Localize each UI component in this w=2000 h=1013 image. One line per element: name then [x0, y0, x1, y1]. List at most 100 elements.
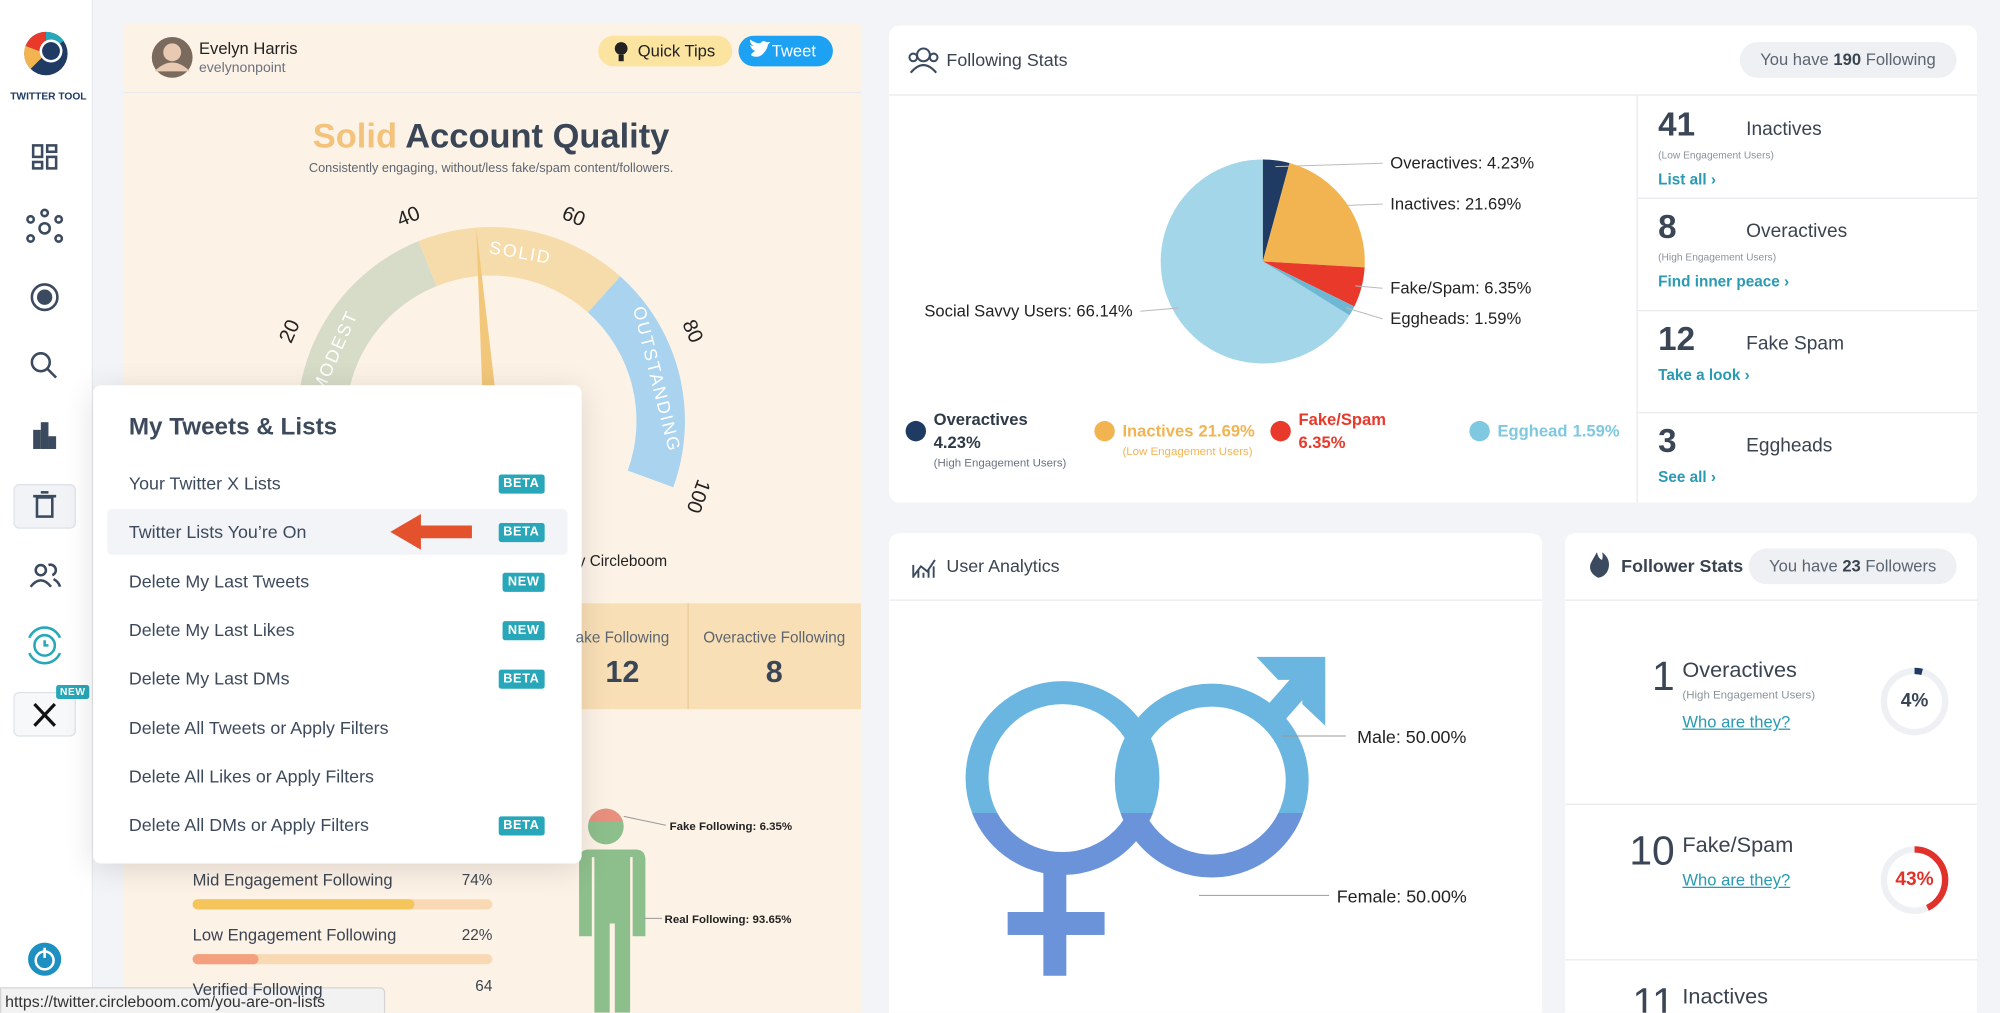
- legend-entry: Inactives 21.69%: [1122, 421, 1254, 441]
- follower-label: Fake/Spam: [1682, 832, 1794, 857]
- menu-item[interactable]: Delete All Likes or Apply Filters: [107, 754, 567, 800]
- count-suffix: Followers: [1865, 556, 1937, 576]
- menu-item-label[interactable]: Delete My Last DMs: [128, 668, 290, 689]
- quality-title-rest: Account Quality: [405, 117, 670, 156]
- male-label: Male: 50.00%: [1357, 726, 1467, 747]
- profile-header: [123, 23, 861, 94]
- legend-value: 1.59%: [1572, 421, 1620, 441]
- follower-count: 10: [1629, 827, 1675, 874]
- card-link[interactable]: See all ›: [1658, 467, 1717, 486]
- ring-label: 43%: [1895, 868, 1934, 891]
- analytics-header: [889, 533, 1543, 601]
- legend-name: Fake/Spam: [1298, 409, 1387, 429]
- card-divider: [1637, 197, 1978, 199]
- logo-text: TWITTER TOOL: [10, 90, 87, 103]
- count: 190: [1833, 49, 1862, 69]
- menu-item[interactable]: Delete All DMs or Apply Filters BETA: [107, 802, 567, 848]
- pie-label: Overactives: 4.23%: [1390, 153, 1535, 173]
- real-following-label: Real Following: 93.65%: [664, 912, 792, 926]
- menu-badge: NEW: [502, 621, 545, 641]
- legend-name: Inactives: [1122, 421, 1194, 441]
- card-count: 12: [1658, 319, 1696, 358]
- card-label: Overactives: [1746, 220, 1848, 243]
- following-header: [889, 26, 1978, 96]
- card-note: (High Engagement Users): [1658, 251, 1777, 264]
- tweet-label[interactable]: Tweet: [771, 41, 816, 61]
- legend-note: (Low Engagement Users): [1122, 444, 1253, 458]
- follower-panel: [1565, 533, 1978, 1013]
- follower-label: Overactives: [1682, 657, 1797, 683]
- follower-link[interactable]: Who are they?: [1682, 711, 1791, 732]
- follower-count: 1: [1652, 652, 1675, 699]
- following-count: You have 190 Following: [1739, 42, 1957, 78]
- engagement-label: Low Engagement Following: [192, 925, 397, 945]
- menu-item[interactable]: Delete My Last Likes NEW: [107, 607, 567, 653]
- female-label: Female: 50.00%: [1336, 885, 1467, 907]
- stat-value: 12: [605, 655, 640, 690]
- card-note: (Low Engagement Users): [1658, 149, 1774, 161]
- count-prefix: You have: [1760, 49, 1829, 69]
- follower-label: Inactives: [1682, 984, 1768, 1009]
- pie-label: Fake/Spam: 6.35%: [1390, 278, 1532, 298]
- menu: My Tweets & Lists Your Twitter X Lists BE…: [93, 385, 582, 864]
- engagement-percent: 22%: [461, 925, 493, 944]
- menu-item-label[interactable]: Delete My Last Likes: [128, 619, 295, 640]
- follower-title: Follower Stats: [1621, 555, 1744, 577]
- menu-item-label[interactable]: Delete All DMs or Apply Filters: [128, 814, 370, 836]
- stats-divider: [687, 603, 689, 710]
- stat-value: 8: [765, 655, 783, 690]
- stat-label: Overactive Following: [703, 628, 846, 647]
- menu-item-label[interactable]: Delete My Last Tweets: [128, 570, 310, 591]
- stat-label: ake Following: [575, 628, 670, 647]
- menu-badge: BETA: [498, 816, 545, 836]
- card-label: Eggheads: [1746, 434, 1833, 457]
- card-label: Fake Spam: [1746, 332, 1845, 355]
- legend-value: 6.35%: [1298, 432, 1346, 452]
- card-link[interactable]: List all ›: [1658, 170, 1716, 189]
- card-link[interactable]: Take a look ›: [1658, 365, 1750, 384]
- menu-item-label[interactable]: Your Twitter X Lists: [128, 472, 281, 494]
- credit: y Circleboom: [577, 552, 668, 570]
- menu-title: My Tweets & Lists: [128, 414, 338, 441]
- menu-badge: NEW: [502, 572, 545, 592]
- following-panel: [889, 25, 1978, 503]
- count-suffix: Following: [1865, 49, 1936, 69]
- engagement-label: Verified Following: [192, 979, 323, 999]
- card-link[interactable]: Find inner peace ›: [1658, 272, 1790, 291]
- follower-link[interactable]: Who are they?: [1682, 870, 1791, 890]
- count: 23: [1842, 556, 1861, 576]
- quality-subtitle: Consistently engaging, without/less fake…: [308, 161, 674, 177]
- menu-badge: BETA: [498, 669, 545, 690]
- engagement-count: 64: [475, 976, 493, 995]
- quality-title: Solid Account Quality: [0, 116, 982, 157]
- legend-name: Egghead: [1497, 421, 1568, 441]
- legend-name: Overactives: [933, 409, 1028, 429]
- menu-item[interactable]: Delete My Last Tweets NEW: [107, 558, 567, 604]
- card-label: Inactives: [1746, 118, 1822, 141]
- pie-label: Social Savvy Users: 66.14%: [924, 301, 1133, 321]
- analytics-title: User Analytics: [946, 555, 1060, 577]
- menu-item-label[interactable]: Twitter Lists You’re On: [128, 521, 307, 542]
- legend-entry: Egghead 1.59%: [1497, 421, 1619, 441]
- status-url: https://twitter.circleboom.com/you-are-o…: [5, 992, 325, 1011]
- profile-handle: evelynonpoint: [198, 60, 286, 76]
- menu-item-label[interactable]: Delete All Tweets or Apply Filters: [128, 716, 389, 738]
- menu-item[interactable]: Delete My Last DMs BETA: [107, 656, 567, 702]
- profile-name: Evelyn Harris: [198, 38, 298, 58]
- follower-note: (High Engagement Users): [1682, 688, 1816, 702]
- ring-label: 4%: [1900, 690, 1929, 712]
- analytics-panel: [889, 533, 1543, 1013]
- follower-header: [1565, 533, 1978, 601]
- legend-value: 21.69%: [1198, 421, 1255, 441]
- new-badge: NEW: [56, 684, 90, 699]
- menu-item[interactable]: Twitter Lists You’re On BETA: [107, 509, 568, 556]
- menu-item-label[interactable]: Delete All Likes or Apply Filters: [128, 765, 374, 787]
- pie-label: Eggheads: 1.59%: [1390, 308, 1522, 329]
- quick-tips-label[interactable]: Quick Tips: [637, 41, 716, 61]
- menu-item[interactable]: Delete All Tweets or Apply Filters: [107, 705, 567, 751]
- divider: [1565, 959, 1978, 961]
- card-divider: [1637, 309, 1978, 312]
- menu-item[interactable]: Your Twitter X Lists BETA: [107, 460, 567, 506]
